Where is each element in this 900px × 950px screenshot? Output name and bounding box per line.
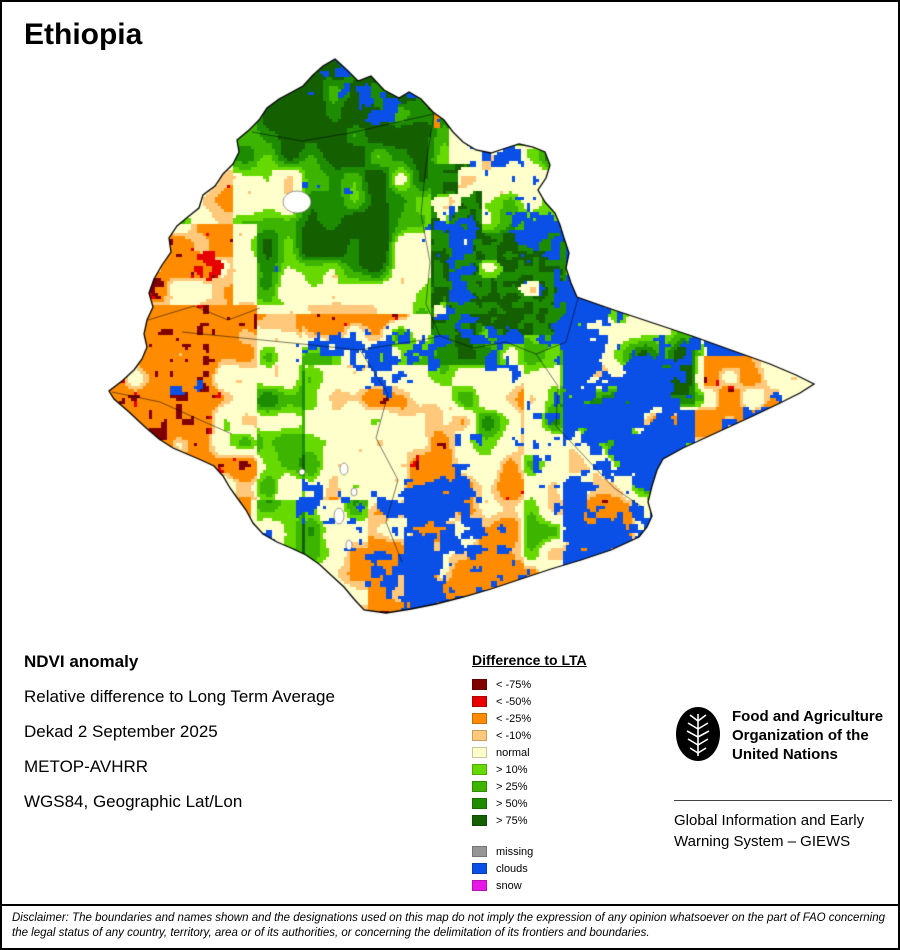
legend-swatch <box>472 696 487 707</box>
info-heading: NDVI anomaly <box>24 652 139 671</box>
legend-class-items: < -75% < -50% < -25% < -10% normal > 10% > 25%… <box>472 676 587 829</box>
fao-logo <box>676 707 720 761</box>
legend-swatch <box>472 863 487 874</box>
legend-item: < -10% <box>472 727 587 744</box>
legend-item-label: < -25% <box>496 712 532 725</box>
legend-swatch <box>472 679 487 690</box>
legend-item: snow <box>472 877 587 894</box>
fao-branding: Food and Agriculture Organization of the… <box>674 705 892 852</box>
legend-item: > 75% <box>472 812 587 829</box>
legend-item-label: > 25% <box>496 780 528 793</box>
legend-swatch <box>472 880 487 891</box>
page-title: Ethiopia <box>24 18 143 51</box>
legend-item-label: < -50% <box>496 695 532 708</box>
legend-item: missing <box>472 843 587 860</box>
legend-item-label: > 75% <box>496 814 528 827</box>
info-line-dekad: Dekad 2 September 2025 <box>24 722 218 741</box>
fao-org-name: Food and Agriculture Organization of the… <box>732 705 883 764</box>
legend-item-label: normal <box>496 746 530 759</box>
disclaimer-bar: Disclaimer: The boundaries and names sho… <box>2 904 898 948</box>
info-line-sensor: METOP-AVHRR <box>24 757 149 776</box>
legend: Difference to LTA < -75% < -50% < -25% < -1… <box>472 652 587 894</box>
legend-item-label: > 10% <box>496 763 528 776</box>
legend-title: Difference to LTA <box>472 652 587 668</box>
org-name-line: Food and Agriculture <box>732 708 884 725</box>
legend-swatch <box>472 713 487 724</box>
legend-swatch <box>472 798 487 809</box>
legend-item: > 50% <box>472 795 587 812</box>
org-name-line: United Nations <box>732 746 838 763</box>
giews-caption: Global Information and Early Warning Sys… <box>674 800 892 852</box>
info-line-subtitle: Relative difference to Long Term Average <box>24 687 335 706</box>
legend-item: < -75% <box>472 676 587 693</box>
giews-line: Global Information and Early <box>674 812 865 829</box>
legend-swatch <box>472 815 487 826</box>
legend-item: < -25% <box>472 710 587 727</box>
legend-item: > 25% <box>472 778 587 795</box>
legend-item-label: clouds <box>496 862 528 875</box>
legend-swatch <box>472 747 487 758</box>
legend-item-label: > 50% <box>496 797 528 810</box>
info-line-projection: WGS84, Geographic Lat/Lon <box>24 792 243 811</box>
wheat-ear-icon <box>686 714 710 756</box>
legend-item-label: snow <box>496 879 522 892</box>
legend-item-label: < -75% <box>496 678 532 691</box>
legend-swatch <box>472 846 487 857</box>
ethiopia-ndvi-map <box>2 2 898 647</box>
legend-item: > 10% <box>472 761 587 778</box>
legend-item-label: < -10% <box>496 729 532 742</box>
fao-logo-row: Food and Agriculture Organization of the… <box>674 705 892 764</box>
disclaimer-text: Disclaimer: The boundaries and names sho… <box>12 912 886 939</box>
legend-item: normal <box>472 744 587 761</box>
legend-swatch <box>472 730 487 741</box>
org-name-line: Organization of the <box>732 727 869 744</box>
legend-item-label: missing <box>496 845 534 858</box>
legend-extra-items: missing clouds snow <box>472 843 587 894</box>
legend-swatch <box>472 764 487 775</box>
legend-item: < -50% <box>472 693 587 710</box>
legend-swatch <box>472 781 487 792</box>
map-info-block: NDVI anomaly Relative difference to Long… <box>24 652 335 827</box>
legend-item: clouds <box>472 860 587 877</box>
giews-line: Warning System – GIEWS <box>674 833 851 850</box>
